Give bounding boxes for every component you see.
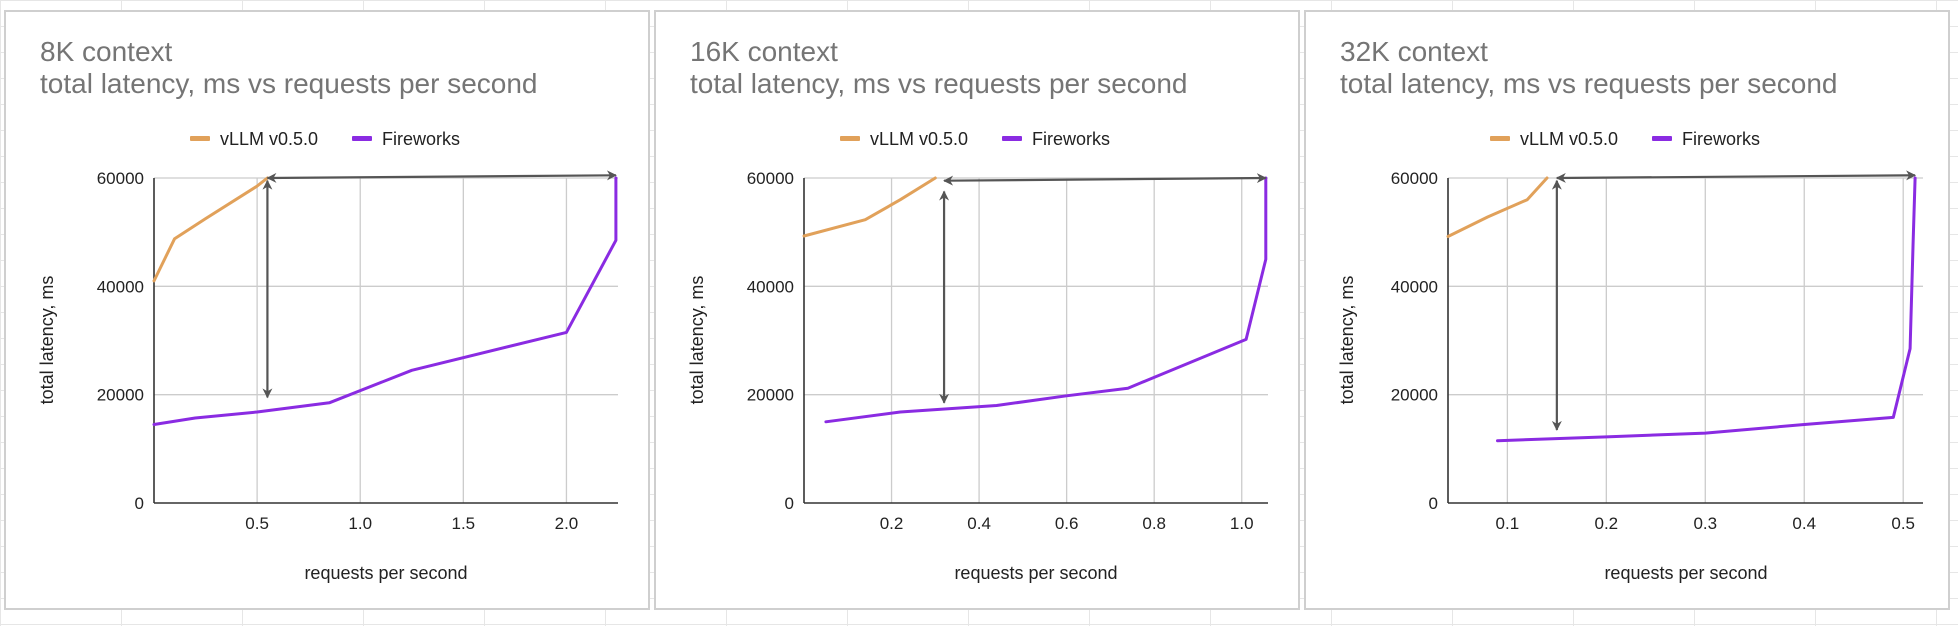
chart-subtitle: total latency, ms vs requests per second [690,68,1188,99]
series-line-vllm [1446,176,1549,238]
y-axis-title: total latency, ms [37,276,57,405]
x-tick-label: 1.0 [1230,514,1254,533]
y-axis-title: total latency, ms [687,276,707,405]
x-tick-label: 0.5 [1891,514,1915,533]
legend-swatch-vllm [840,136,860,141]
x-tick-label: 0.8 [1142,514,1166,533]
y-tick-label: 60000 [97,169,144,188]
plot-area: 0 20000 40000 60000 0.2 0.4 0.6 0.8 1.0 [747,169,1268,533]
chart-svg-8k: 8K context total latency, ms vs requests… [37,36,618,583]
x-axis-title: requests per second [1604,563,1767,583]
x-tick-label: 0.2 [1595,514,1619,533]
legend-label-vllm: vLLM v0.5.0 [220,129,318,149]
x-tick-label: 0.2 [880,514,904,533]
chart-panel-32k[interactable]: 32K context total latency, ms vs request… [1304,10,1950,610]
legend: vLLM v0.5.0 Fireworks [1490,129,1760,149]
series-line-vllm [152,176,269,283]
chart-subtitle: total latency, ms vs requests per second [1340,68,1838,99]
y-axis-title: total latency, ms [1337,276,1357,405]
chart-title: 8K context [40,36,173,67]
x-tick-label: 0.3 [1693,514,1717,533]
legend-swatch-vllm [190,136,210,141]
y-tick-label: 40000 [97,277,144,296]
plot-area: 0 20000 40000 60000 0.5 1.0 1.5 2.0 [97,169,618,533]
legend-swatch-fireworks [1652,136,1672,141]
legend-swatch-fireworks [352,136,372,141]
chart-svg-16k: 16K context total latency, ms vs request… [687,36,1268,583]
x-tick-label: 0.4 [967,514,991,533]
legend-label-fireworks: Fireworks [382,129,460,149]
chart-svg-32k: 32K context total latency, ms vs request… [1337,36,1923,583]
legend-swatch-vllm [1490,136,1510,141]
legend-label-fireworks: Fireworks [1682,129,1760,149]
x-tick-label: 1.5 [452,514,476,533]
x-tick-label: 1.0 [348,514,372,533]
chart-title: 32K context [1340,36,1488,67]
chart-subtitle: total latency, ms vs requests per second [40,68,538,99]
chart-panel-8k[interactable]: 8K context total latency, ms vs requests… [4,10,650,610]
y-tick-label: 20000 [97,386,144,405]
y-tick-label: 0 [1429,494,1438,513]
y-tick-label: 40000 [1391,277,1438,296]
y-tick-label: 20000 [1391,386,1438,405]
legend-label-vllm: vLLM v0.5.0 [870,129,968,149]
annotation-double-arrow [943,173,1267,186]
x-tick-label: 0.4 [1792,514,1816,533]
legend: vLLM v0.5.0 Fireworks [190,129,460,149]
plot-area: 0 20000 40000 60000 0.1 0.2 0.3 0.4 0.5 [1391,169,1923,533]
legend-label-fireworks: Fireworks [1032,129,1110,149]
x-tick-label: 0.6 [1055,514,1079,533]
y-tick-label: 60000 [747,169,794,188]
x-axis-title: requests per second [954,563,1117,583]
x-tick-label: 0.1 [1496,514,1520,533]
y-tick-label: 60000 [1391,169,1438,188]
chart-panel-16k[interactable]: 16K context total latency, ms vs request… [654,10,1300,610]
y-tick-label: 0 [135,494,144,513]
y-tick-label: 0 [785,494,794,513]
x-axis-title: requests per second [304,563,467,583]
x-tick-label: 2.0 [555,514,579,533]
legend-swatch-fireworks [1002,136,1022,141]
legend-label-vllm: vLLM v0.5.0 [1520,129,1618,149]
legend: vLLM v0.5.0 Fireworks [840,129,1110,149]
annotation-double-arrow [266,170,617,183]
chart-title: 16K context [690,36,838,67]
series-line-fireworks [824,176,1268,424]
series-line-fireworks [152,176,618,426]
y-tick-label: 40000 [747,277,794,296]
series-line-fireworks [1496,176,1917,443]
x-tick-label: 0.5 [245,514,269,533]
series-line-vllm [802,176,937,238]
annotation-double-arrow [1555,170,1917,183]
y-tick-label: 20000 [747,386,794,405]
